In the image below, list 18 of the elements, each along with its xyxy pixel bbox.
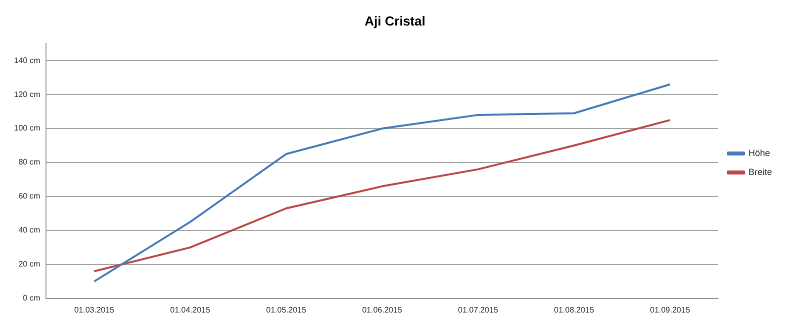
y-tick-label: 140 cm <box>14 56 41 65</box>
y-tick-label: 120 cm <box>14 90 41 99</box>
y-tick-label: 40 cm <box>18 226 41 235</box>
y-tick-label: 60 cm <box>18 192 41 201</box>
x-tick-label: 01.09.2015 <box>650 305 691 314</box>
x-tick-label: 01.08.2015 <box>554 305 595 314</box>
chart-title: Aji Cristal <box>364 13 426 28</box>
legend-label: Höhe <box>748 148 770 158</box>
x-tick-label: 01.07.2015 <box>458 305 499 314</box>
x-tick-label: 01.03.2015 <box>74 305 115 314</box>
y-tick-label: 0 cm <box>22 294 41 303</box>
y-tick-label: 20 cm <box>18 260 41 269</box>
legend-label: Breite <box>748 166 772 177</box>
x-tick-label: 01.06.2015 <box>362 305 403 314</box>
y-tick-label: 80 cm <box>18 158 41 167</box>
x-tick-label: 01.05.2015 <box>266 305 307 314</box>
y-tick-label: 100 cm <box>14 124 41 133</box>
x-tick-label: 01.04.2015 <box>170 305 211 314</box>
